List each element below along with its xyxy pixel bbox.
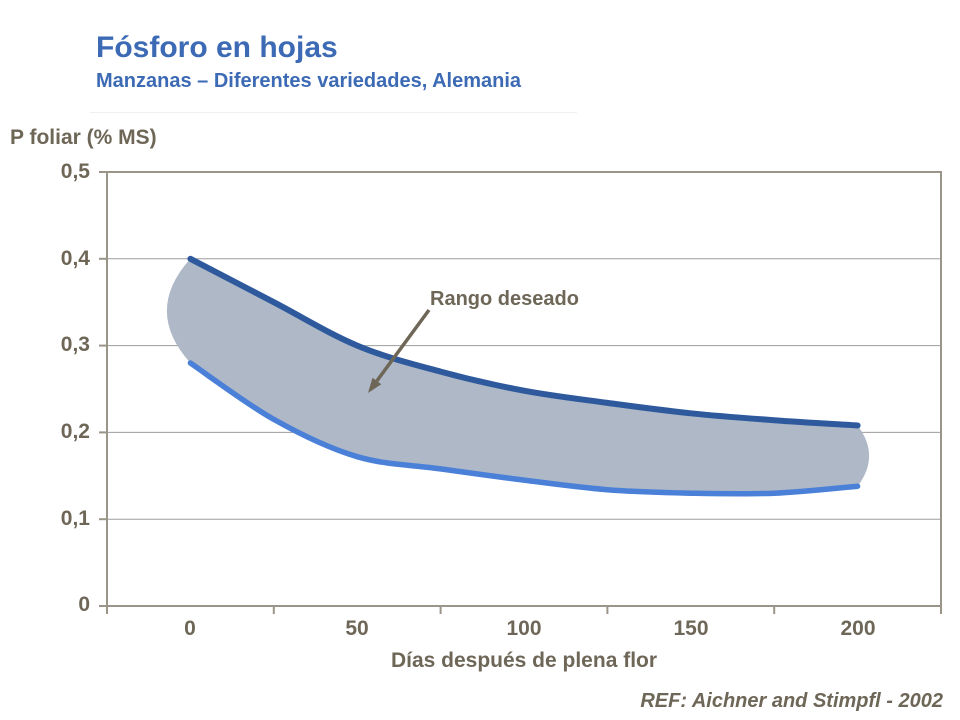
x-tick-label: 100 — [506, 617, 542, 640]
lower-limit-line — [187, 360, 861, 497]
y-tick-label: 0,2 — [60, 420, 90, 443]
x-tick-label: 200 — [840, 617, 876, 640]
annotation-label: Rango deseado — [430, 288, 579, 310]
page-title: Fósforo en hojas — [96, 31, 338, 64]
upper-limit-line — [187, 255, 861, 429]
y-tick-label: 0,4 — [60, 247, 90, 270]
y-tick-label: 0 — [78, 593, 90, 616]
reference-note: REF: Aichner and Stimpfl - 2002 — [640, 690, 943, 712]
page-subtitle: Manzanas – Diferentes variedades, Aleman… — [96, 70, 521, 92]
header-divider — [90, 112, 577, 113]
desired-range-band — [166, 258, 870, 494]
annotation-arrow — [375, 308, 431, 382]
x-tick-label: 0 — [184, 617, 196, 640]
y-tick-label: 0,5 — [60, 160, 90, 183]
y-axis-title: P foliar (% MS) — [10, 126, 157, 149]
annotation-arrowhead-icon — [368, 377, 382, 393]
x-tick-label: 50 — [345, 617, 369, 640]
x-tick-label: 150 — [673, 617, 709, 640]
y-tick-label: 0,3 — [60, 333, 90, 356]
y-tick-label: 0,1 — [60, 507, 90, 530]
x-axis-title: Días después de plena flor — [390, 649, 658, 672]
